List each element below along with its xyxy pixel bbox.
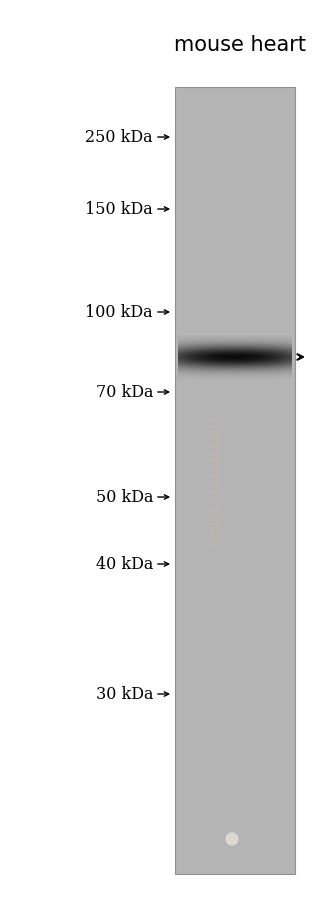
Text: 30 kDa: 30 kDa	[95, 686, 153, 703]
Text: 70 kDa: 70 kDa	[95, 384, 153, 401]
Bar	[175, 87, 295, 874]
Text: 100 kDa: 100 kDa	[85, 304, 153, 321]
Text: mouse heart: mouse heart	[174, 35, 306, 55]
Text: 40 kDa: 40 kDa	[96, 556, 153, 573]
Circle shape	[226, 833, 238, 845]
Text: WWW.PTGLAB.COM: WWW.PTGLAB.COM	[209, 416, 221, 546]
Text: 250 kDa: 250 kDa	[85, 129, 153, 146]
Text: 50 kDa: 50 kDa	[95, 489, 153, 506]
Text: 150 kDa: 150 kDa	[85, 201, 153, 218]
